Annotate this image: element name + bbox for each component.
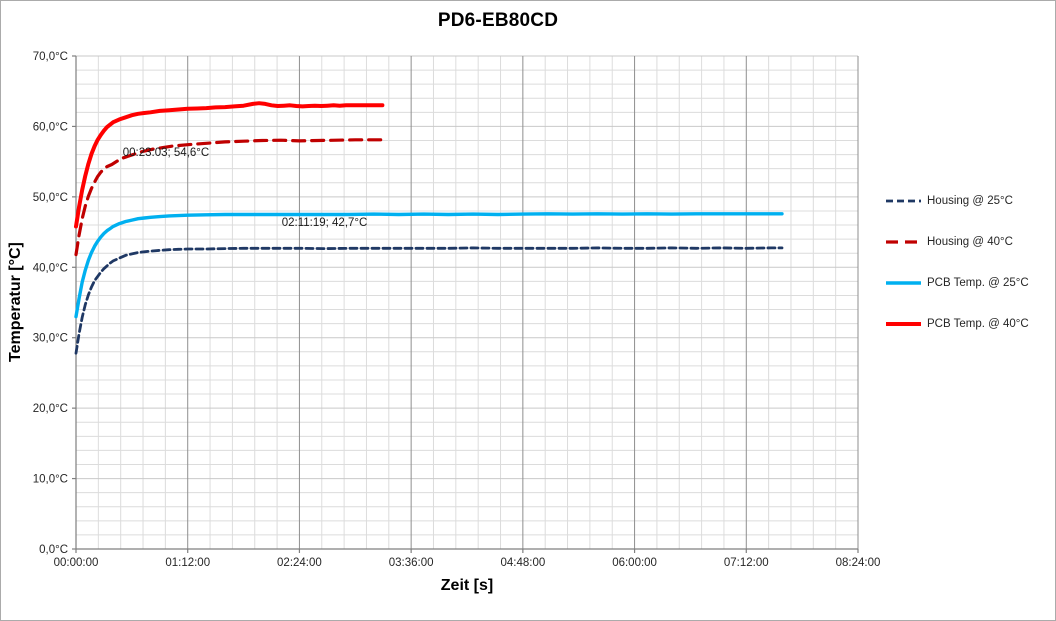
- chart-title: PD6-EB80CD: [437, 10, 559, 31]
- y-tick-label: 0,0°C: [39, 544, 68, 556]
- legend-item-housing-25: Housing @ 25°C: [885, 194, 1029, 208]
- legend-item-pcb-25: PCB Temp. @ 25°C: [885, 276, 1029, 290]
- data-label-housing-40: 00:23:03; 54,6°C: [122, 147, 210, 160]
- y-tick-label: 70,0°C: [33, 51, 68, 63]
- y-tick-label: 10,0°C: [33, 474, 68, 486]
- legend-line-sample-solid-cyan-icon: [886, 281, 921, 285]
- series-line-1: [74, 138, 384, 257]
- legend: Housing @ 25°C Housing @ 40°C PCB Temp. …: [885, 194, 1029, 331]
- x-tick-label: 01:12:00: [165, 557, 210, 569]
- series-line-3: [74, 101, 385, 229]
- x-tick-label: 03:36:00: [389, 557, 434, 569]
- x-tick-label: 08:24:00: [836, 557, 881, 569]
- y-tick-label: 20,0°C: [33, 403, 68, 415]
- series-line-2: [74, 212, 784, 319]
- legend-line-sample-dashed-red-icon: [886, 240, 921, 244]
- legend-line-sample-solid-red-icon: [886, 322, 921, 326]
- legend-item-housing-40: Housing @ 40°C: [885, 235, 1029, 249]
- legend-line-sample-dashed-navy-icon: [886, 199, 921, 203]
- x-tick-label: 06:00:00: [612, 557, 657, 569]
- y-tick-label: 40,0°C: [33, 262, 68, 274]
- series-line-0: [74, 246, 784, 355]
- legend-label: PCB Temp. @ 40°C: [927, 318, 1029, 330]
- legend-label: Housing @ 25°C: [927, 195, 1013, 207]
- y-tick-label: 60,0°C: [33, 121, 68, 133]
- legend-item-pcb-40: PCB Temp. @ 40°C: [885, 317, 1029, 331]
- data-label-housing-25: 02:11:19; 42,7°C: [281, 217, 368, 230]
- y-tick-label: 50,0°C: [33, 192, 68, 204]
- legend-label: Housing @ 40°C: [927, 236, 1013, 248]
- x-axis-title: Zeit [s]: [440, 577, 494, 594]
- y-tick-label: 30,0°C: [33, 333, 68, 345]
- x-tick-label: 02:24:00: [277, 557, 322, 569]
- y-axis-title: Temperatur [°C]: [7, 242, 24, 363]
- x-tick-label: 07:12:00: [724, 557, 769, 569]
- x-tick-label: 04:48:00: [500, 557, 545, 569]
- x-tick-label: 00:00:00: [54, 557, 99, 569]
- legend-label: PCB Temp. @ 25°C: [927, 277, 1029, 289]
